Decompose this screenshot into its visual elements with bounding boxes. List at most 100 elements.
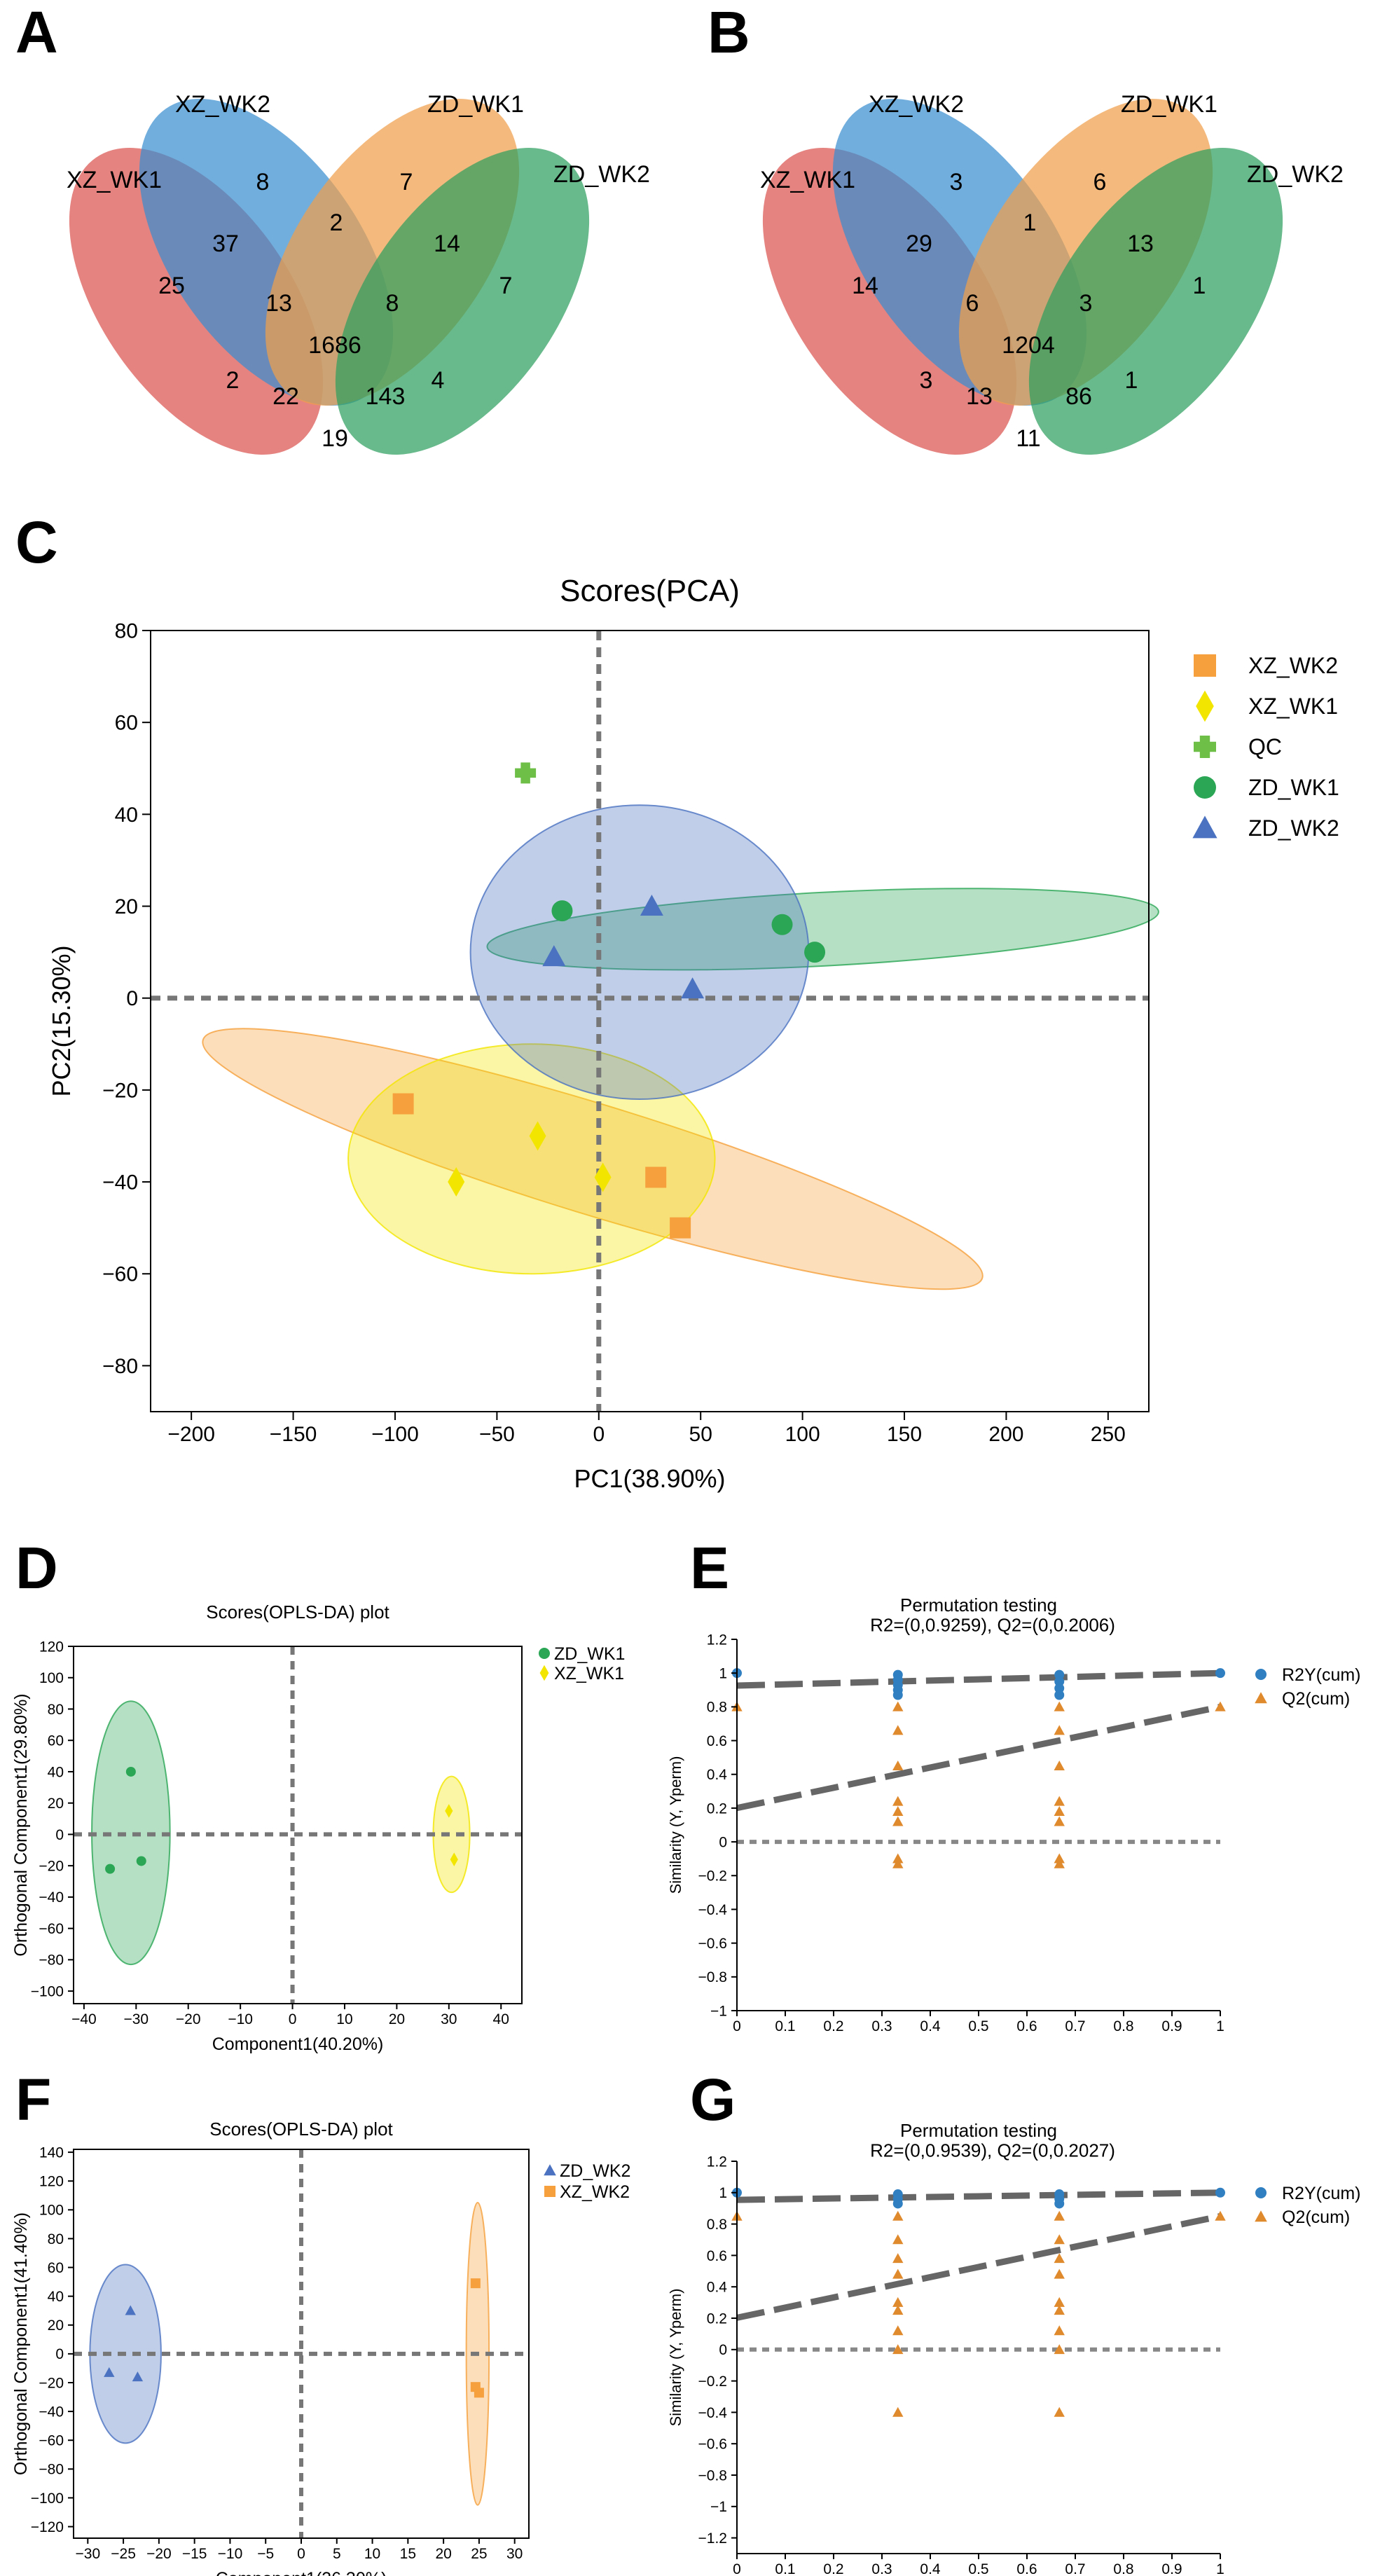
data-point	[544, 2186, 556, 2197]
x-tick-label: −30	[123, 2011, 149, 2027]
venn-region-count: 6	[966, 290, 979, 317]
y-tick-label: 20	[48, 1796, 64, 1812]
y-tick-label: 40	[115, 804, 138, 827]
data-point	[1054, 1701, 1065, 1711]
data-point	[1054, 2325, 1065, 2336]
data-point	[132, 2371, 144, 2382]
x-axis-label: PC1(38.90%)	[574, 1464, 725, 1493]
x-tick-label: 0.1	[775, 2018, 795, 2034]
data-point	[445, 1804, 453, 1818]
data-point	[1255, 2210, 1267, 2222]
venn-region-count: 11	[1016, 425, 1040, 452]
data-point	[892, 1858, 904, 1868]
y-tick-label: 1	[719, 1666, 727, 1682]
x-tick-label: 15	[400, 2546, 416, 2562]
data-point	[551, 900, 573, 922]
panel-letter-f: F	[15, 2067, 52, 2133]
y-axis-label: Similarity (Y, Yperm)	[667, 1756, 684, 1894]
y-tick-label: 60	[48, 1733, 64, 1749]
data-point	[1054, 1796, 1065, 1806]
venn-region-count: 1686	[308, 332, 361, 359]
x-tick-label: −40	[71, 2011, 97, 2027]
y-tick-label: −40	[102, 1171, 138, 1194]
x-tick-label: −5	[257, 2546, 274, 2562]
x-tick-label: 0.7	[1065, 2561, 1085, 2576]
legend-label: ZD_WK2	[1248, 815, 1339, 841]
data-point	[892, 2268, 904, 2279]
y-tick-label: 0.2	[707, 1800, 727, 1817]
data-point	[892, 1853, 904, 1864]
regression-line	[736, 2189, 1221, 2203]
panel-letter-c: C	[15, 509, 58, 575]
venn-set-zd_wk2	[335, 148, 590, 455]
data-point	[892, 1806, 904, 1817]
pca-scores-chart: −200 −150 −100 −50 0 50 100 150 200 250−80−60−40−…	[47, 574, 1339, 1493]
y-tick-label: −80	[39, 1952, 64, 1969]
venn-region-count: 3	[1079, 290, 1093, 317]
data-point	[1194, 776, 1216, 799]
permutation-chart-e: 0 0.1 0.2 0.3 0.4 0.5 0.6 0.7 0.8 0.9 1 −1 −0.8 −0.6 −…	[667, 1594, 1361, 2034]
x-tick-label: −200	[167, 1423, 215, 1446]
data-point	[392, 1093, 414, 1115]
data-point	[1054, 2268, 1065, 2279]
data-point	[125, 2305, 136, 2315]
legend-label: XZ_WK2	[560, 2182, 630, 2202]
venn-region-count: 1	[1023, 209, 1037, 236]
chart-title: Scores(PCA)	[560, 574, 740, 608]
data-point	[542, 945, 566, 967]
y-tick-label: −0.6	[698, 2437, 727, 2453]
chart-title: Scores(OPLS-DA) plot	[206, 1602, 389, 1623]
x-tick-label: 0.8	[1113, 2561, 1133, 2576]
venn-region-count: 25	[158, 273, 185, 299]
venn-set-label: ZD_WK2	[1247, 161, 1344, 188]
data-point	[1255, 1692, 1267, 1704]
data-point	[1215, 1668, 1225, 1679]
data-point	[529, 1121, 546, 1151]
venn-region-count: 8	[386, 290, 399, 317]
x-tick-label: 30	[506, 2546, 523, 2562]
x-tick-label: 200	[988, 1423, 1023, 1446]
data-point	[1054, 1676, 1065, 1687]
data-point	[670, 1217, 691, 1239]
data-point	[1054, 1816, 1065, 1826]
x-tick-label: 25	[471, 2546, 487, 2562]
y-axis-label: Orthogonal Component1(41.40%)	[11, 2212, 31, 2475]
y-tick-label: 1.2	[707, 1632, 727, 1648]
venn-set-label: XZ_WK2	[869, 91, 964, 118]
permutation-chart-g: 0 0.1 0.2 0.3 0.4 0.5 0.6 0.7 0.8 0.9 1 −1.2 −1 −0.8 −…	[667, 2120, 1361, 2576]
x-tick-label: 0.9	[1161, 2018, 1182, 2034]
panel-letter-a: A	[15, 0, 58, 65]
y-tick-label: −1	[710, 2003, 727, 2019]
data-point	[1194, 654, 1216, 677]
venn-region-count: 86	[1065, 383, 1092, 410]
y-tick-label: −80	[102, 1355, 138, 1378]
data-point	[640, 895, 663, 916]
venn-set-label: ZD_WK1	[1121, 91, 1217, 118]
y-tick-label: −20	[39, 2375, 64, 2391]
venn-region-count: 14	[434, 230, 460, 257]
x-tick-label: 0.3	[871, 2561, 892, 2576]
x-tick-label: 0.4	[920, 2018, 941, 2034]
data-point	[1054, 1725, 1065, 1735]
data-point	[1054, 2210, 1065, 2221]
data-point	[1054, 1683, 1065, 1693]
x-tick-label: 20	[389, 2011, 405, 2027]
data-point	[892, 2305, 904, 2315]
data-point	[892, 2325, 904, 2336]
y-tick-label: 20	[115, 895, 138, 918]
y-axis-label: PC2(15.30%)	[47, 945, 76, 1096]
data-point	[892, 2253, 904, 2264]
x-tick-label: 0.1	[775, 2561, 795, 2576]
chart-title: Permutation testing	[900, 1594, 1057, 1616]
legend-label: XZ_WK1	[554, 1664, 624, 1683]
y-tick-label: 20	[48, 2317, 64, 2334]
venn-region-count: 3	[920, 367, 933, 394]
x-tick-label: 40	[493, 2011, 509, 2027]
y-tick-label: 0.8	[707, 2217, 727, 2233]
x-tick-label: 10	[336, 2011, 352, 2027]
venn-region-count: 2	[226, 367, 240, 394]
x-tick-label: 0.2	[823, 2561, 843, 2576]
venn-region-count: 7	[400, 169, 413, 195]
data-point	[1054, 2253, 1065, 2264]
data-point	[645, 1166, 667, 1188]
